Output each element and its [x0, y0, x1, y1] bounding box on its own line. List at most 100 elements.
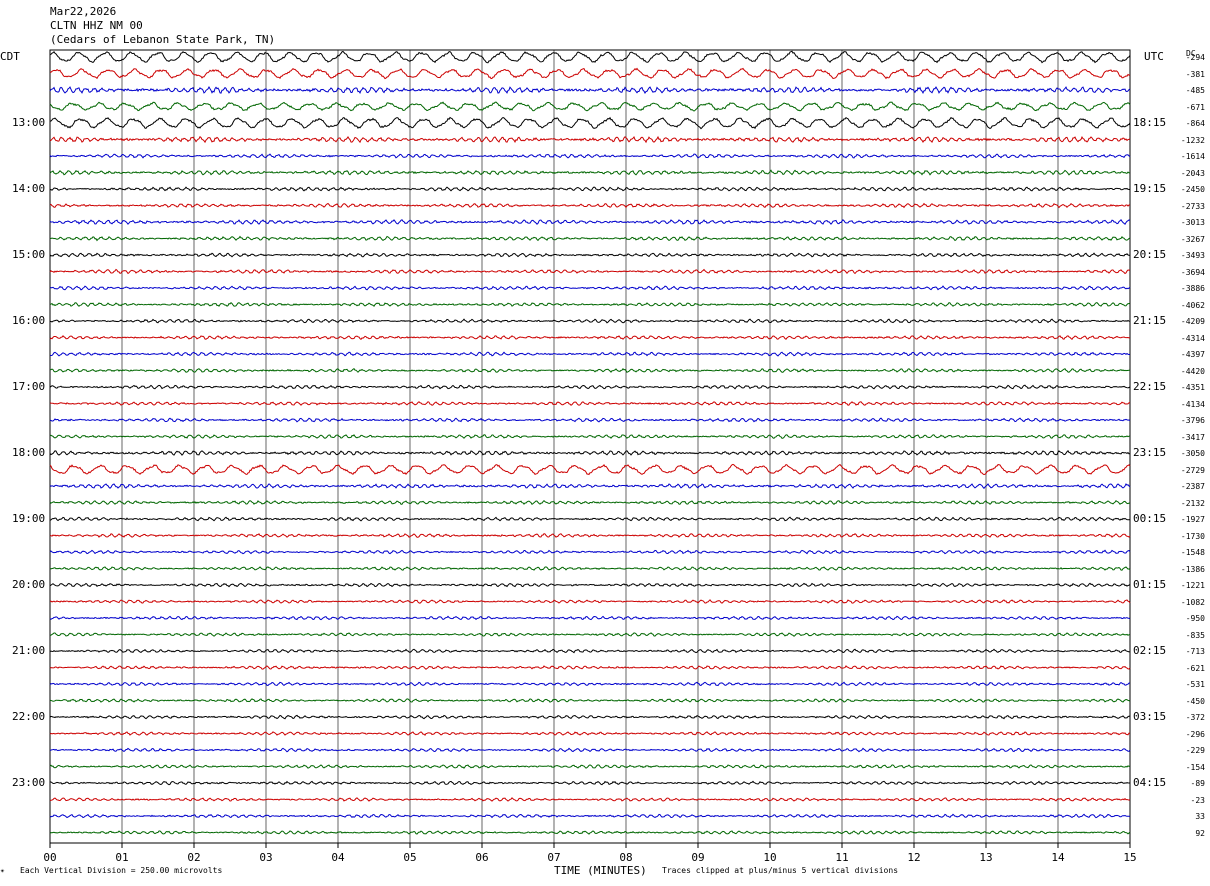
dc-offset-label: -296	[1185, 729, 1205, 739]
x-tick-label: 05	[403, 851, 417, 864]
seismic-trace	[49, 615, 1131, 621]
dc-offset-label: -485	[1185, 86, 1205, 95]
dc-offset-label: 33	[1195, 812, 1205, 821]
right-time-label: 02:15	[1133, 644, 1167, 657]
dc-offset-label: -621	[1185, 663, 1205, 673]
dc-offset-label: -4062	[1180, 300, 1205, 310]
dc-offset-label: -450	[1185, 696, 1205, 706]
dc-offset-label: -3013	[1180, 218, 1205, 227]
dc-offset-label: -531	[1185, 680, 1205, 689]
seismic-trace	[49, 335, 1131, 341]
right-time-label: 19:15	[1133, 182, 1167, 195]
dc-offset-header: DC	[1186, 49, 1196, 58]
dc-offset-label: -89	[1190, 779, 1205, 788]
seismic-trace	[49, 417, 1131, 423]
seismic-trace	[49, 318, 1131, 324]
footer-mark: ✴	[0, 866, 5, 875]
dc-offset-label: -381	[1185, 69, 1205, 79]
left-time-label: 18:00	[12, 446, 46, 459]
seismic-trace	[49, 186, 1131, 192]
x-tick-label: 13	[979, 851, 993, 864]
dc-offset-label: -671	[1185, 102, 1205, 112]
left-time-label: 14:00	[12, 182, 46, 195]
dc-offset-label: -3886	[1180, 284, 1205, 293]
left-time-label: 17:00	[12, 380, 46, 393]
header-station: CLTN HHZ NM 00	[50, 19, 143, 32]
x-tick-label: 12	[907, 851, 921, 864]
right-time-label: 04:15	[1133, 776, 1167, 789]
dc-offset-label: -3267	[1180, 234, 1205, 244]
right-time-label: 21:15	[1133, 314, 1167, 327]
seismic-trace	[49, 268, 1131, 275]
seismic-trace	[49, 516, 1131, 522]
left-time-label: 19:00	[12, 512, 46, 525]
right-time-label: 00:15	[1133, 512, 1167, 525]
dc-offset-label: -4351	[1180, 383, 1205, 392]
dc-offset-label: -1548	[1180, 548, 1205, 557]
x-tick-label: 00	[43, 851, 57, 864]
left-time-label: 20:00	[12, 578, 46, 591]
seismic-trace	[49, 830, 1131, 835]
seismic-trace	[49, 235, 1131, 242]
x-tick-label: 08	[619, 851, 633, 864]
dc-offset-label: -1082	[1180, 597, 1205, 607]
seismic-trace	[49, 368, 1131, 373]
dc-offset-label: -864	[1185, 119, 1205, 128]
clip-note: Traces clipped at plus/minus 5 vertical …	[662, 866, 899, 875]
x-tick-label: 15	[1123, 851, 1137, 864]
seismic-trace	[49, 764, 1131, 769]
seismic-trace	[49, 85, 1131, 95]
seismic-trace	[49, 813, 1131, 819]
dc-offset-label: -3493	[1180, 251, 1205, 260]
seismic-trace	[49, 632, 1131, 637]
dc-offset-label: -2132	[1180, 498, 1205, 508]
x-tick-label: 14	[1051, 851, 1065, 864]
dc-offset-label: -1386	[1180, 564, 1205, 574]
right-time-label: 18:15	[1133, 116, 1167, 129]
x-tick-label: 09	[691, 851, 705, 864]
seismic-trace	[49, 499, 1131, 506]
seismic-trace	[49, 219, 1131, 225]
right-time-label: 23:15	[1133, 446, 1167, 459]
header-date: Mar22,2026	[50, 5, 117, 18]
seismic-trace	[49, 169, 1131, 176]
x-tick-label: 03	[259, 851, 273, 864]
x-tick-label: 04	[331, 851, 345, 864]
seismic-trace	[49, 747, 1131, 753]
dc-offset-label: -4314	[1180, 333, 1205, 343]
seismic-trace	[49, 101, 1131, 112]
seismic-trace	[49, 50, 1131, 64]
left-time-label: 23:00	[12, 776, 46, 789]
x-tick-label: 02	[187, 851, 201, 864]
dc-offset-label: -3050	[1180, 449, 1205, 458]
x-tick-label: 01	[115, 851, 129, 864]
left-time-label: 15:00	[12, 248, 46, 261]
seismic-trace	[49, 648, 1131, 654]
seismic-trace	[49, 401, 1131, 406]
dc-offset-label: -1927	[1180, 515, 1205, 524]
plot-frame	[49, 49, 1131, 844]
header-location: (Cedars of Lebanon State Park, TN)	[50, 33, 276, 46]
dc-offset-label: -3694	[1180, 267, 1205, 277]
x-tick-label: 07	[547, 851, 561, 864]
seismic-trace	[49, 463, 1131, 476]
seismic-trace	[49, 797, 1131, 802]
seismic-trace	[49, 302, 1131, 307]
dc-offset-label: -2450	[1180, 185, 1205, 194]
x-tick-label: 06	[475, 851, 489, 864]
dc-offset-label: -1614	[1180, 152, 1205, 161]
seismic-trace	[49, 285, 1131, 291]
seismic-trace	[49, 566, 1131, 571]
dc-offset-label: -23	[1190, 795, 1205, 805]
left-timezone-label: CDT	[0, 50, 20, 63]
dc-offset-label: -4209	[1180, 317, 1205, 326]
seismic-trace	[49, 731, 1131, 737]
left-time-label: 22:00	[12, 710, 46, 723]
dc-offset-label: -2733	[1180, 201, 1205, 211]
dc-offset-label: -229	[1185, 746, 1205, 755]
dc-offset-label: -1232	[1180, 135, 1205, 145]
seismic-trace	[49, 483, 1131, 490]
seismic-trace	[49, 780, 1130, 786]
seismic-trace	[49, 665, 1131, 670]
